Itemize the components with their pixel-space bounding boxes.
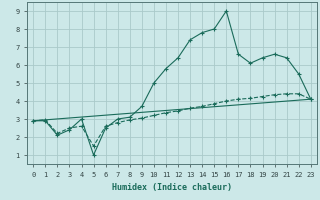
X-axis label: Humidex (Indice chaleur): Humidex (Indice chaleur) bbox=[112, 183, 232, 192]
